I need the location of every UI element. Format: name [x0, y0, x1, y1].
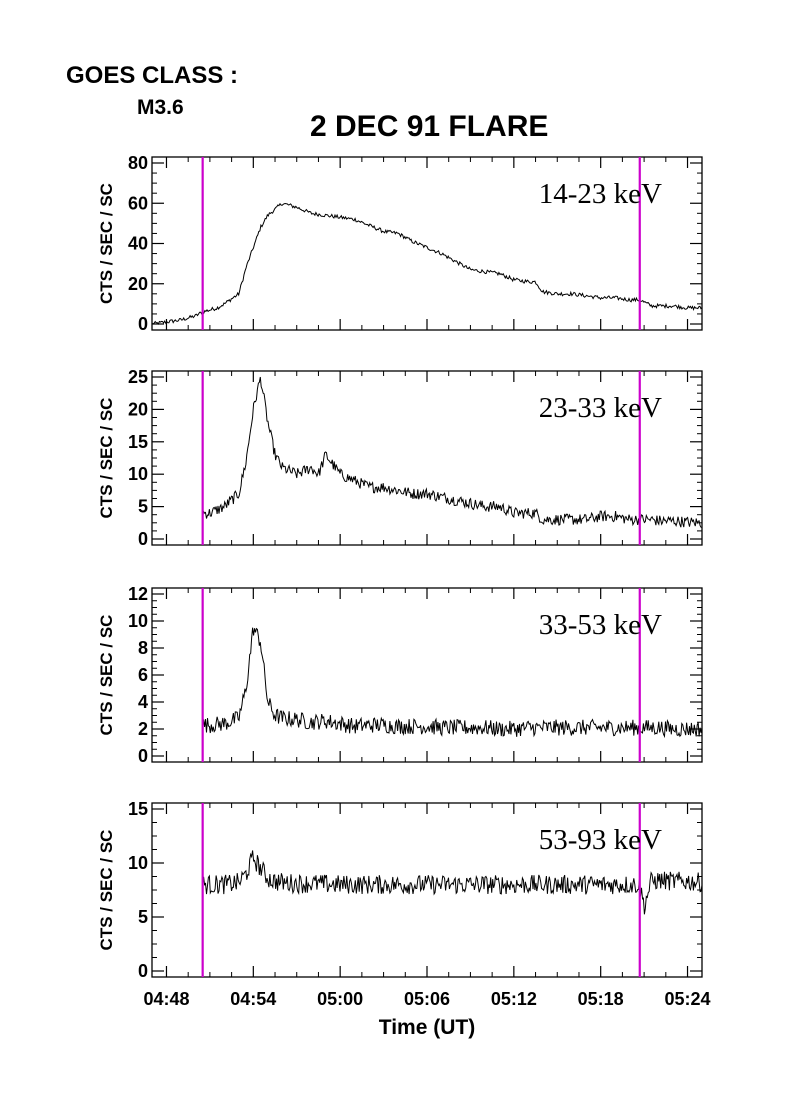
- chart-title: 2 DEC 91 FLARE: [310, 110, 549, 143]
- count-rate-series: [202, 850, 703, 915]
- y-tick-label: 0: [138, 314, 148, 334]
- energy-band-label: 53-93 keV: [539, 824, 662, 856]
- y-tick-label: 60: [128, 193, 148, 213]
- goes-class-value: M3.6: [137, 96, 184, 119]
- y-tick-label: 5: [138, 497, 148, 517]
- x-axis-title: Time (UT): [379, 1016, 475, 1039]
- y-tick-label: 10: [128, 611, 148, 631]
- x-tick-label: 05:00: [317, 989, 363, 1009]
- energy-band-label: 14-23 keV: [539, 178, 662, 210]
- y-axis-title: CTS / SEC / SC: [97, 830, 116, 951]
- y-tick-label: 15: [128, 432, 148, 452]
- y-tick-label: 2: [138, 719, 148, 739]
- x-tick-label: 05:24: [665, 989, 711, 1009]
- goes-class-label: GOES CLASS :: [66, 62, 239, 89]
- y-tick-label: 5: [138, 907, 148, 927]
- x-tick-label: 04:54: [230, 989, 276, 1009]
- y-tick-label: 6: [138, 665, 148, 685]
- y-tick-label: 20: [128, 274, 148, 294]
- count-rate-series: [202, 376, 703, 528]
- y-tick-label: 25: [128, 367, 148, 387]
- y-tick-label: 0: [138, 746, 148, 766]
- y-axis-title: CTS / SEC / SC: [97, 183, 116, 304]
- y-axis-title: CTS / SEC / SC: [97, 398, 116, 519]
- x-tick-label: 05:12: [491, 989, 537, 1009]
- y-tick-label: 8: [138, 638, 148, 658]
- y-tick-label: 20: [128, 399, 148, 419]
- x-tick-label: 05:18: [578, 989, 624, 1009]
- count-rate-series: [202, 627, 703, 739]
- y-tick-label: 10: [128, 464, 148, 484]
- count-rate-series: [151, 202, 703, 326]
- y-tick-label: 4: [138, 692, 148, 712]
- energy-band-label: 33-53 keV: [539, 609, 662, 641]
- y-tick-label: 15: [128, 799, 148, 819]
- y-tick-label: 40: [128, 234, 148, 254]
- y-tick-label: 12: [128, 584, 148, 604]
- y-tick-label: 0: [138, 529, 148, 549]
- energy-band-label: 23-33 keV: [539, 392, 662, 424]
- y-tick-label: 80: [128, 153, 148, 173]
- x-tick-label: 05:06: [404, 989, 450, 1009]
- x-tick-label: 04:48: [143, 989, 189, 1009]
- y-axis-title: CTS / SEC / SC: [97, 615, 116, 736]
- y-tick-label: 10: [128, 853, 148, 873]
- y-tick-label: 0: [138, 961, 148, 981]
